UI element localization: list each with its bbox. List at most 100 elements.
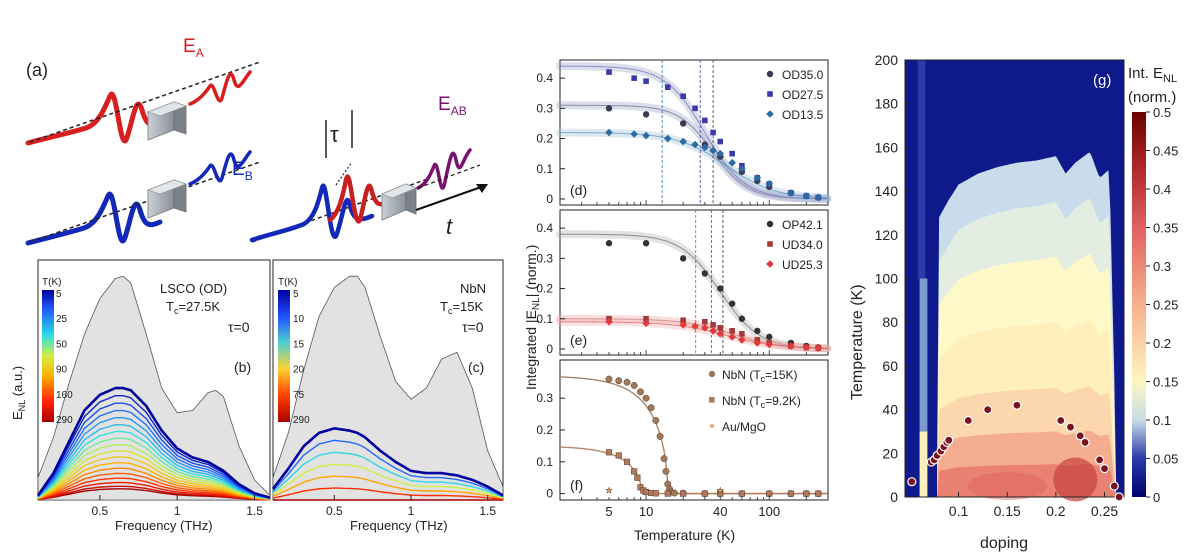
data-point-NbNTc15K (660, 455, 668, 463)
y-tick-label: 0.3 (536, 391, 553, 405)
x-tick-label: 0.5 (92, 504, 109, 518)
spectrum-curve-T12 (272, 463, 504, 499)
data-point-OD135 (765, 180, 774, 188)
data-point-OD275 (710, 129, 716, 136)
tc-point (907, 477, 917, 487)
data-point-NbNTc92K (664, 490, 671, 497)
cb-tick-label: 0.35 (1153, 221, 1178, 236)
panel-def-ylabel: Integrated |ENL| (norm.) (523, 245, 542, 390)
panel-b-xlabel: Frequency (THz) (115, 518, 213, 533)
x-tick-label: 0.2 (1046, 503, 1066, 519)
panel-c: T(K) 5 10 15 20 75 290 NbN Tc=15K τ=0 (c) 0.5… (271, 259, 504, 533)
pulse-b-transmitted (188, 150, 252, 186)
x-tick-label: 100 (758, 504, 780, 519)
legend-label-1: UD34.0 (782, 238, 823, 252)
data-point-UD253 (691, 322, 699, 331)
x-tick-label: 1.5 (246, 504, 263, 518)
cb-tick-label: 160 (56, 390, 73, 401)
data-point-NbNTc92K (701, 490, 708, 497)
tc-point (963, 415, 973, 426)
fit-line-OP42.1 (560, 233, 828, 349)
y-tick-label: 0.3 (536, 101, 553, 115)
data-point-UD253 (709, 327, 717, 335)
data-point-UD340 (729, 328, 735, 334)
x-tick-label: 1 (174, 504, 181, 518)
data-point-UD253 (728, 333, 736, 341)
panel-b-cb-ticks: 5 25 50 90 160 290 (56, 289, 73, 426)
panel-c-label: (c) (468, 359, 484, 375)
label-eab: EAB (438, 94, 467, 118)
data-point-OD275 (717, 138, 724, 145)
panel-b-xaxis: 0.5 1 1.5 (92, 495, 263, 518)
data-point-UD340 (680, 317, 686, 324)
heatmap-column (919, 278, 928, 432)
y-tick-label: 0.1 (536, 455, 553, 469)
y-tick-label: 0.4 (536, 221, 553, 235)
panel-def-xaxis: 5 10 40 100 (559, 200, 829, 519)
data-point-OP421 (679, 255, 687, 262)
panel-g-colorbar (1132, 112, 1146, 497)
data-point-UD253 (802, 343, 811, 352)
panel-b-cb-title: T(K) (42, 277, 61, 288)
data-point-OP421 (728, 300, 736, 307)
panel-g-cb-ticks: 0.5 0.45 0.4 0.35 0.3 0.25 0.2 0.15 0.1 0.05 0 (1146, 105, 1178, 505)
legend-label-1: NbN (Tc=9.2K) (722, 394, 801, 410)
panel-e: 0 0.1 0.2 0.3 0.4 OP42.1 UD34.0 UD25.3 (e) (536, 209, 832, 356)
tc-point (1075, 431, 1085, 441)
data-point-OD135 (679, 137, 687, 146)
pulse-a-transmitted (188, 70, 252, 106)
spectrum-curve-T130 (37, 472, 271, 501)
tc-point (1099, 463, 1110, 474)
pulse-a-wave (25, 91, 165, 146)
spectrum-curve-T14 (272, 487, 504, 500)
label-eb: EB (232, 159, 253, 183)
cb-tick-label: 0.15 (1153, 375, 1178, 390)
y-tick-label: 40 (882, 402, 898, 418)
data-point-UD340 (643, 315, 649, 322)
data-point-OD135 (716, 149, 725, 158)
legend-marker-1 (767, 241, 773, 247)
y-tick-label: 60 (882, 358, 898, 374)
heatmap-column (919, 431, 928, 497)
data-point-NbNTc92K (634, 474, 641, 481)
panel-def-xlabel: Temperature (K) (634, 527, 735, 543)
data-point-NbNTc15K (605, 375, 613, 383)
data-point-UD340 (739, 331, 745, 337)
tc-point (1012, 400, 1022, 410)
data-point-OD135 (691, 140, 699, 149)
panel-c-xaxis: 0.5 1 1.5 (326, 495, 496, 518)
legend-marker-0 (708, 370, 716, 378)
legend-marker-2 (766, 260, 774, 268)
cb-tick-label: 0.45 (1153, 144, 1178, 159)
data-point-NbNTc92K (680, 490, 687, 497)
panel-g-axes: 0 20 40 60 80 100 120 140 160 180 200 0.1 0.15 0.2 0.2… (875, 52, 1119, 519)
slab-c (381, 183, 417, 221)
panel-a: (a) EA EB (25, 36, 488, 246)
legend-marker-1 (767, 91, 773, 97)
data-point-UD253 (787, 342, 795, 350)
data-point-NbNTc15K (630, 382, 638, 389)
pulse-b-axis (29, 161, 261, 243)
data-point-OD135 (753, 174, 762, 182)
pulse-b: EB (25, 150, 261, 246)
panel-c-envelope (272, 275, 504, 501)
data-point-OD135 (728, 158, 736, 167)
data-point-OD135 (630, 130, 638, 138)
cb-tick-label: 0.5 (1153, 105, 1171, 120)
data-point-OD135 (709, 146, 717, 155)
label-time: t (446, 214, 453, 239)
x-tick-label: 10 (639, 504, 653, 519)
pulse-a-axis (29, 61, 261, 143)
data-point-OD135 (663, 134, 672, 143)
data-point-OP421 (642, 240, 650, 247)
pulse-combined: τ EAB t (249, 94, 488, 243)
cb-tick-label: 15 (293, 339, 305, 350)
x-tick-label: 0.5 (326, 504, 343, 518)
panel-c-curves (271, 427, 504, 501)
tc-point (1109, 481, 1119, 491)
time-arrow (415, 185, 485, 211)
x-tick-label: 1.5 (479, 504, 496, 518)
heatmap-column (917, 60, 926, 279)
